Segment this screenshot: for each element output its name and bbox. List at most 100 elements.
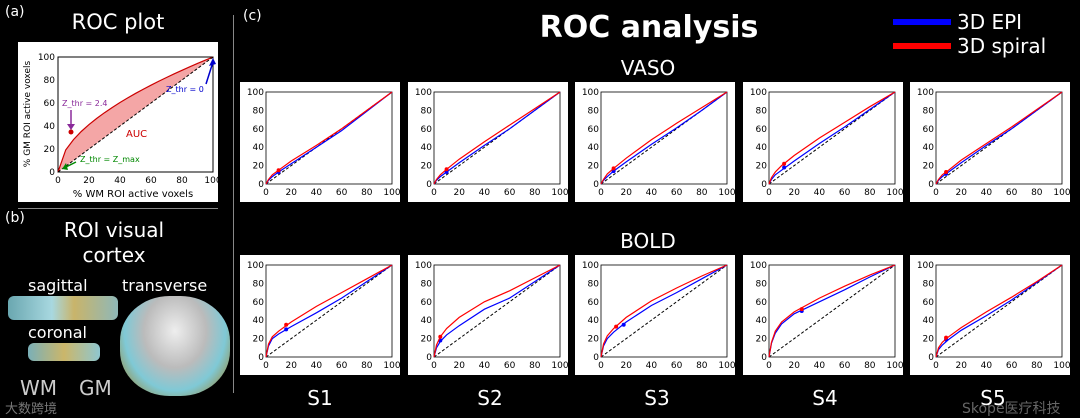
x-tick-label: 80 xyxy=(361,188,373,198)
x-tick-label: 20 xyxy=(620,188,632,198)
x-tick-label: 100 xyxy=(551,361,568,371)
coronal-image xyxy=(28,343,100,361)
spiral-series-line xyxy=(265,91,393,185)
y-tick-label: 60 xyxy=(421,125,433,135)
roc-schem-xtick: 100 xyxy=(204,176,218,186)
x-tick-label: 60 xyxy=(336,361,348,371)
chance-line xyxy=(935,264,1063,358)
legend-item-spiral: 3D spiral xyxy=(893,34,1046,58)
x-tick-label: 0 xyxy=(766,188,772,198)
roc-schematic: 00 20 20 40 40 60 60 80 80 100 100 AUC Z_thr = 2.4… xyxy=(18,42,218,202)
x-tick-label: 80 xyxy=(864,188,876,198)
x-tick-label: 0 xyxy=(933,188,939,198)
y-tick-label: 20 xyxy=(253,335,265,345)
y-tick-label: 100 xyxy=(750,88,767,98)
zthr-max-label: Z_thr = Z_max xyxy=(80,155,140,164)
x-tick-label: 80 xyxy=(1031,188,1043,198)
y-tick-label: 0 xyxy=(593,353,599,363)
subject-label-s4: S4 xyxy=(812,386,838,410)
epi-series-line xyxy=(265,91,393,185)
threshold-marker xyxy=(782,165,787,170)
y-tick-label: 20 xyxy=(253,162,265,172)
subject-label-s2: S2 xyxy=(477,386,503,410)
threshold-marker xyxy=(444,167,449,172)
roc-schem-ytick: 60 xyxy=(44,99,56,109)
y-tick-label: 40 xyxy=(421,143,433,153)
threshold-marker xyxy=(276,168,281,173)
x-tick-label: 40 xyxy=(646,361,658,371)
spiral-series-line xyxy=(768,91,896,185)
x-tick-label: 40 xyxy=(311,188,323,198)
epi-series-line xyxy=(935,91,1063,185)
epi-series-line xyxy=(433,91,561,185)
x-tick-label: 80 xyxy=(1031,361,1043,371)
y-tick-label: 80 xyxy=(756,106,768,116)
roc-panel: 00 20 20 40 40 60 60 80 80 100 100 xyxy=(910,82,1071,202)
roc-schem-xtick: 80 xyxy=(176,176,188,186)
epi-series-line xyxy=(768,91,896,185)
x-tick-label: 40 xyxy=(814,188,826,198)
x-tick-label: 60 xyxy=(1006,188,1018,198)
main-title: ROC analysis xyxy=(539,10,759,45)
y-tick-label: 0 xyxy=(426,353,432,363)
y-tick-label: 0 xyxy=(928,353,934,363)
y-tick-label: 100 xyxy=(582,88,599,98)
threshold-marker xyxy=(438,334,443,339)
y-tick-label: 60 xyxy=(253,125,265,135)
epi-series-line xyxy=(600,91,728,185)
transverse-image xyxy=(120,296,230,396)
x-tick-label: 0 xyxy=(431,361,437,371)
x-tick-label: 40 xyxy=(814,361,826,371)
gm-label: GM xyxy=(79,376,112,400)
y-tick-label: 100 xyxy=(415,261,432,271)
x-tick-label: 60 xyxy=(1006,361,1018,371)
chance-line xyxy=(768,264,896,358)
spiral-series-line xyxy=(935,264,1063,358)
y-tick-label: 100 xyxy=(582,261,599,271)
subject-label-s1: S1 xyxy=(307,386,333,410)
panel-label-c: (c) xyxy=(243,8,262,24)
transverse-label: transverse xyxy=(122,276,208,295)
y-tick-label: 0 xyxy=(928,180,934,190)
x-tick-label: 40 xyxy=(479,361,491,371)
roc-xlabel: % WM ROI active voxels xyxy=(73,189,193,200)
y-tick-label: 0 xyxy=(258,353,264,363)
y-tick-label: 60 xyxy=(756,298,768,308)
x-tick-label: 80 xyxy=(529,361,541,371)
y-tick-label: 40 xyxy=(588,316,600,326)
y-tick-label: 60 xyxy=(421,298,433,308)
x-tick-label: 20 xyxy=(620,361,632,371)
roc-schem-ytick: 40 xyxy=(44,122,56,132)
threshold-marker xyxy=(611,169,616,174)
threshold-marker xyxy=(799,307,804,312)
x-tick-label: 40 xyxy=(981,188,993,198)
watermark-left: 大数跨境 xyxy=(5,402,58,417)
wm-label: WM xyxy=(20,376,58,400)
y-tick-label: 60 xyxy=(588,298,600,308)
roc-ylabel: % GM ROI active voxels xyxy=(23,60,33,167)
y-tick-label: 40 xyxy=(756,316,768,326)
x-tick-label: 60 xyxy=(671,188,683,198)
y-tick-label: 100 xyxy=(247,261,264,271)
spiral-series-line xyxy=(600,91,728,185)
roc-schem-xtick: 40 xyxy=(114,176,126,186)
roc-schem-xtick: 60 xyxy=(145,176,157,186)
threshold-marker xyxy=(614,324,619,329)
roc-panel: 00 20 20 40 40 60 60 80 80 100 100 xyxy=(575,82,736,202)
x-tick-label: 20 xyxy=(955,361,967,371)
subject-label-s5: S5 xyxy=(980,386,1006,410)
y-tick-label: 20 xyxy=(923,162,935,172)
roi-title-line2: cortex xyxy=(82,243,146,267)
y-tick-label: 80 xyxy=(588,279,600,289)
legend-label-spiral: 3D spiral xyxy=(957,34,1047,58)
y-tick-label: 40 xyxy=(923,316,935,326)
y-tick-label: 0 xyxy=(593,180,599,190)
roc-schem-ytick: 100 xyxy=(38,53,55,63)
chance-line xyxy=(433,264,561,358)
y-tick-label: 20 xyxy=(588,335,600,345)
x-tick-label: 60 xyxy=(504,361,516,371)
spiral-series-line xyxy=(600,264,728,358)
y-tick-label: 100 xyxy=(917,88,934,98)
threshold-marker xyxy=(284,327,289,332)
y-tick-label: 40 xyxy=(253,143,265,153)
